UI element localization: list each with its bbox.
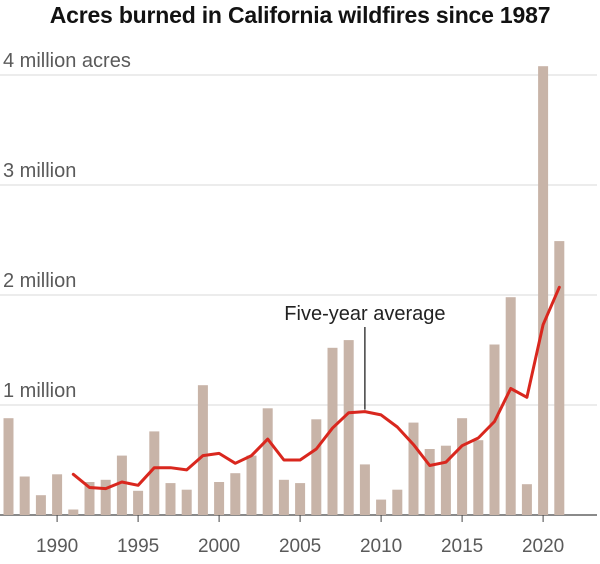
average-line-group (71, 285, 561, 491)
bar-2000 (214, 482, 225, 515)
x-tick-label: 2005 (279, 536, 321, 557)
annotation-label: Five-year average (284, 303, 445, 325)
bar-1992 (84, 482, 95, 515)
bar-2014 (440, 445, 451, 515)
y-tick-labels: 4 million acres 3 million 2 million 1 milli… (3, 50, 131, 402)
annotation-group: Five-year average (284, 303, 445, 410)
x-tick-label: 2000 (198, 536, 240, 557)
bar-2018 (505, 297, 516, 515)
bar-2015 (457, 418, 468, 515)
bar-2003 (262, 408, 273, 515)
bar-2002 (246, 455, 257, 515)
bar-1999 (197, 385, 208, 515)
bar-2007 (327, 347, 338, 515)
bar-1991 (68, 509, 79, 515)
bar-2006 (311, 419, 322, 515)
y-tick-label: 2 million (3, 270, 76, 292)
bar-1996 (149, 431, 160, 515)
bar-1990 (52, 474, 63, 515)
bar-1987 (3, 418, 14, 515)
bar-2016 (473, 440, 484, 515)
y-tick-label: 4 million acres (3, 50, 131, 72)
bar-1995 (133, 490, 144, 515)
bar-2020 (538, 66, 549, 515)
bar-1989 (35, 495, 46, 515)
bar-1997 (165, 483, 176, 515)
x-tick-label: 1990 (36, 536, 78, 557)
five-year-average-line (71, 285, 561, 491)
bars (3, 66, 565, 515)
y-tick-label: 3 million (3, 160, 76, 182)
bar-2001 (230, 473, 241, 515)
bar-2010 (376, 499, 387, 515)
bar-2008 (343, 340, 354, 515)
bar-1988 (19, 476, 30, 515)
bar-2012 (408, 422, 419, 515)
x-tick-labels: 1990 1995 2000 2005 2010 2015 2020 (36, 515, 564, 557)
bar-2021 (554, 241, 565, 515)
bar-2019 (521, 484, 532, 515)
y-tick-label: 1 million (3, 380, 76, 402)
bar-1994 (116, 455, 127, 515)
bar-2005 (295, 483, 306, 515)
x-tick-label: 1995 (117, 536, 159, 557)
x-tick-label: 2020 (522, 536, 564, 557)
bar-1993 (100, 479, 111, 515)
chart-title: Acres burned in California wildfires sin… (49, 2, 551, 28)
bar-2004 (278, 479, 289, 515)
x-tick-label: 2015 (441, 536, 483, 557)
bar-2011 (392, 489, 403, 515)
bar-2013 (424, 449, 435, 515)
x-tick-label: 2010 (360, 536, 402, 557)
bar-2009 (359, 464, 370, 515)
bar-1998 (181, 489, 192, 515)
bar-2017 (489, 344, 500, 515)
